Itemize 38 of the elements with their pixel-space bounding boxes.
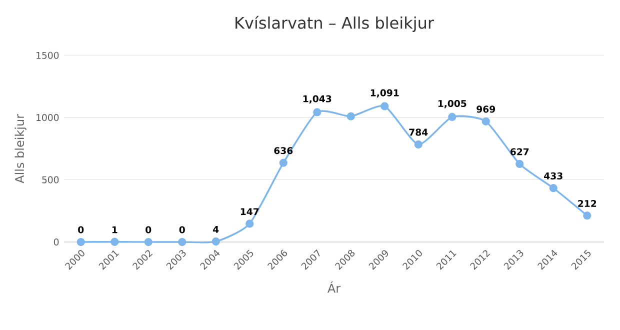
data-label: 784 [409,128,428,136]
data-label: 1,005 [438,100,466,108]
data-label: 627 [510,148,529,156]
point [583,212,592,220]
point [448,112,456,122]
y-tick-label: 500 [42,176,59,184]
point [178,238,186,246]
data-label: 0 [146,226,152,234]
data-label: 1,091 [370,89,399,98]
point [346,112,355,120]
point [380,102,389,110]
y-tick-label: 1000 [36,114,59,122]
y-axis-title: Alls bleikjur [14,114,26,184]
chart-title: Kvíslarvatn – Alls bleikjur [236,16,434,32]
point [76,238,85,246]
point [313,108,322,116]
data-label: 4 [213,226,219,233]
data-label: 433 [544,172,562,180]
point [279,158,288,167]
data-label: 636 [274,147,293,154]
point [482,117,490,126]
point [212,237,220,246]
data-label: 969 [476,106,496,113]
point [110,238,119,246]
x-axis-title: Ár [328,281,341,293]
point [549,184,558,192]
point [414,140,422,149]
data-label: 212 [578,200,596,207]
y-tick-label: 1500 [36,52,59,59]
y-tick-label: 0 [54,238,59,246]
data-label: 0 [78,226,84,234]
point [516,160,524,168]
point [246,220,254,228]
data-label: 0 [179,226,185,234]
data-label: 147 [240,208,259,215]
point [144,238,152,246]
data-label: 1,043 [303,95,332,104]
data-label: 1 [112,226,118,234]
